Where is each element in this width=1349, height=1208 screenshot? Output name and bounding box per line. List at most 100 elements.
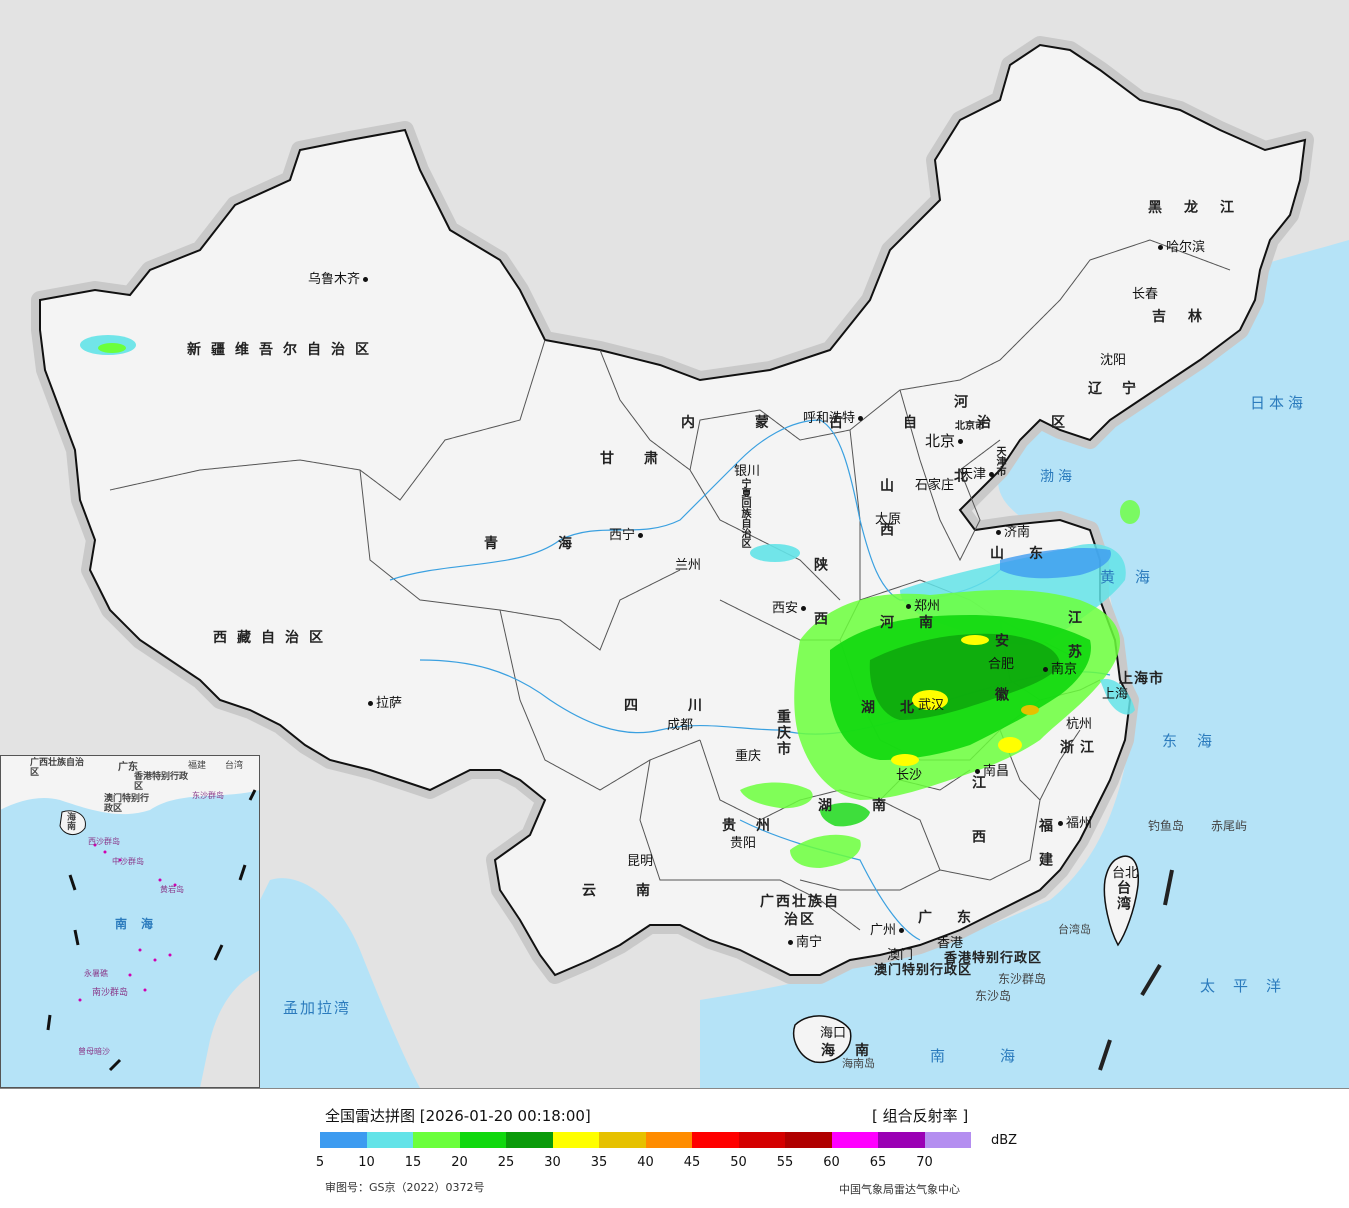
prov-gansu: 甘肃 xyxy=(600,451,688,467)
inset-nanhai: 南海 xyxy=(115,917,168,931)
inset-guangdong: 广东 xyxy=(118,762,138,773)
prov-xinjiang: 新疆维吾尔自治区 xyxy=(187,342,379,358)
inset-borneo xyxy=(200,970,260,1088)
legend-swatch xyxy=(738,1132,785,1148)
city-urumqi: 乌鲁木齐 xyxy=(308,268,371,287)
prov-chongqing: 重庆市 xyxy=(775,709,791,757)
sea-huanghai: 黄海 xyxy=(1100,568,1171,586)
prov-guizhou: 贵州 xyxy=(722,818,790,834)
inset-taiwan: 台湾 xyxy=(225,761,244,771)
sea-japan: 日本海 xyxy=(1250,394,1308,412)
city-shijiazhuang: 石家庄 xyxy=(915,478,955,493)
city-guiyang: 贵阳 xyxy=(730,836,757,851)
prov-xizang: 西藏自治区 xyxy=(213,630,333,646)
prov-shanxi: 山西 xyxy=(878,478,894,566)
city-guangzhou: 广州 xyxy=(870,919,907,938)
legend-tick-label: 45 xyxy=(683,1155,701,1170)
inset-guangxi: 广西壮族自治区 xyxy=(30,758,85,778)
city-wuhan: 武汉 xyxy=(918,698,945,713)
main-dash-line xyxy=(1098,869,1174,1071)
legend-swatch xyxy=(878,1132,925,1148)
city-hefei: 合肥 xyxy=(988,657,1015,672)
legend-swatch xyxy=(645,1132,692,1148)
legend-review-number: 审图号：GS京（2022）0372号 xyxy=(325,1181,485,1194)
legend-title: 全国雷达拼图 [2026-01-20 00:18:00] xyxy=(325,1107,591,1125)
prov-beijing-city: 北京市 xyxy=(955,421,985,432)
city-chongqing: 重庆 xyxy=(735,749,762,764)
city-hongkong: 香港 xyxy=(937,936,964,951)
inset-huangyan: 黄岩岛 xyxy=(160,885,184,894)
prov-hainan: 海南 xyxy=(821,1043,889,1059)
prov-hk: 香港特别行政区 xyxy=(944,951,1043,966)
city-fuzhou: 福州 xyxy=(1055,812,1092,831)
prov-qinghai: 青海 xyxy=(484,536,632,552)
legend-swatch xyxy=(785,1132,832,1148)
taiwan-island xyxy=(1103,855,1139,947)
legend-swatch xyxy=(320,1132,367,1148)
island-dongsha: 东沙群岛 xyxy=(998,972,1047,986)
legend-tick-label: 70 xyxy=(916,1155,933,1170)
bay-of-bengal xyxy=(260,878,420,1088)
prov-taiwan: 台湾 xyxy=(1115,880,1131,912)
legend-swatch xyxy=(599,1132,646,1148)
inset-zhongsha: 中沙群岛 xyxy=(112,857,144,866)
legend-swatch xyxy=(459,1132,506,1148)
city-haikou: 海口 xyxy=(820,1026,847,1041)
inset-dongsha: 东沙群岛 xyxy=(192,791,224,800)
prov-fujian: 福建 xyxy=(1037,818,1053,886)
radar-map: 乌鲁木齐 拉萨 西宁 兰州 银川 呼和浩特 北京 天津 石家庄 太原 济南 西安… xyxy=(0,0,1349,1089)
legend-tick-label: 60 xyxy=(823,1155,840,1170)
inset-hainan xyxy=(59,810,86,835)
legend-swatch xyxy=(366,1132,413,1148)
island-taiwandao: 台湾岛 xyxy=(1058,923,1091,936)
city-lhasa: 拉萨 xyxy=(365,692,402,711)
city-hohhot: 呼和浩特 xyxy=(803,407,866,426)
city-shanghai: 上海 xyxy=(1102,687,1129,702)
prov-shanghai: 上海市 xyxy=(1119,671,1164,687)
sea-taipingyang: 太平洋 xyxy=(1200,977,1300,995)
legend-unit: dBZ xyxy=(991,1133,1018,1148)
inset-hk: 香港特别行政区 xyxy=(134,772,189,792)
island-diaoyu: 钓鱼岛 xyxy=(1148,819,1185,833)
inset-nansha: 南沙群岛 xyxy=(92,988,129,998)
prov-guangxi: 广西壮族自治区 xyxy=(760,894,840,928)
city-macau: 澳门 xyxy=(887,948,914,963)
city-hangzhou: 杭州 xyxy=(1066,717,1093,732)
legend-tick-label: 40 xyxy=(637,1155,654,1170)
prov-shandong: 山东 xyxy=(990,546,1068,562)
prov-anhui: 安徽 xyxy=(993,633,1009,741)
legend-tick-label: 55 xyxy=(776,1155,794,1170)
island-hainandao: 海南岛 xyxy=(842,1057,875,1070)
radar-echoes xyxy=(80,335,1140,868)
prov-jiangsu: 江苏 xyxy=(1066,610,1082,678)
city-shenyang: 沈阳 xyxy=(1100,353,1127,368)
inset-hainan: 海南 xyxy=(65,812,75,830)
legend-tick-label: 5 xyxy=(315,1155,325,1170)
legend-swatch xyxy=(831,1132,878,1148)
city-nanning: 南宁 xyxy=(785,931,822,950)
inset-fujian: 福建 xyxy=(188,761,207,771)
city-taiyuan: 太原 xyxy=(875,512,902,527)
city-nanjing: 南京 xyxy=(1040,658,1077,677)
hainan-island xyxy=(793,1015,852,1064)
city-kunming: 昆明 xyxy=(627,854,654,869)
city-tianjin: 天津 xyxy=(960,463,997,482)
city-jinan: 济南 xyxy=(993,521,1030,540)
legend-swatch xyxy=(692,1132,739,1148)
sea-mengjialawan: 孟加拉湾 xyxy=(283,999,352,1017)
city-xian: 西安 xyxy=(772,597,809,616)
city-harbin: 哈尔滨 xyxy=(1155,236,1205,255)
legend-tick-label: 15 xyxy=(404,1155,422,1170)
prov-guangdong: 广东 xyxy=(918,910,996,926)
legend-tick-label: 35 xyxy=(590,1155,608,1170)
prov-heilongjiang: 黑龙江 xyxy=(1148,200,1256,216)
island-dongshadao: 东沙岛 xyxy=(975,989,1012,1003)
city-lanzhou: 兰州 xyxy=(675,558,702,573)
legend-swatch xyxy=(506,1132,553,1148)
city-yinchuan: 银川 xyxy=(734,464,761,479)
prov-shaanxi: 陕西 xyxy=(812,557,828,665)
legend-source: 中国气象局雷达气象中心 xyxy=(839,1183,960,1196)
sea-donghai: 东海 xyxy=(1162,732,1233,750)
city-xining: 西宁 xyxy=(609,524,646,543)
map-canvas xyxy=(0,0,1349,1088)
